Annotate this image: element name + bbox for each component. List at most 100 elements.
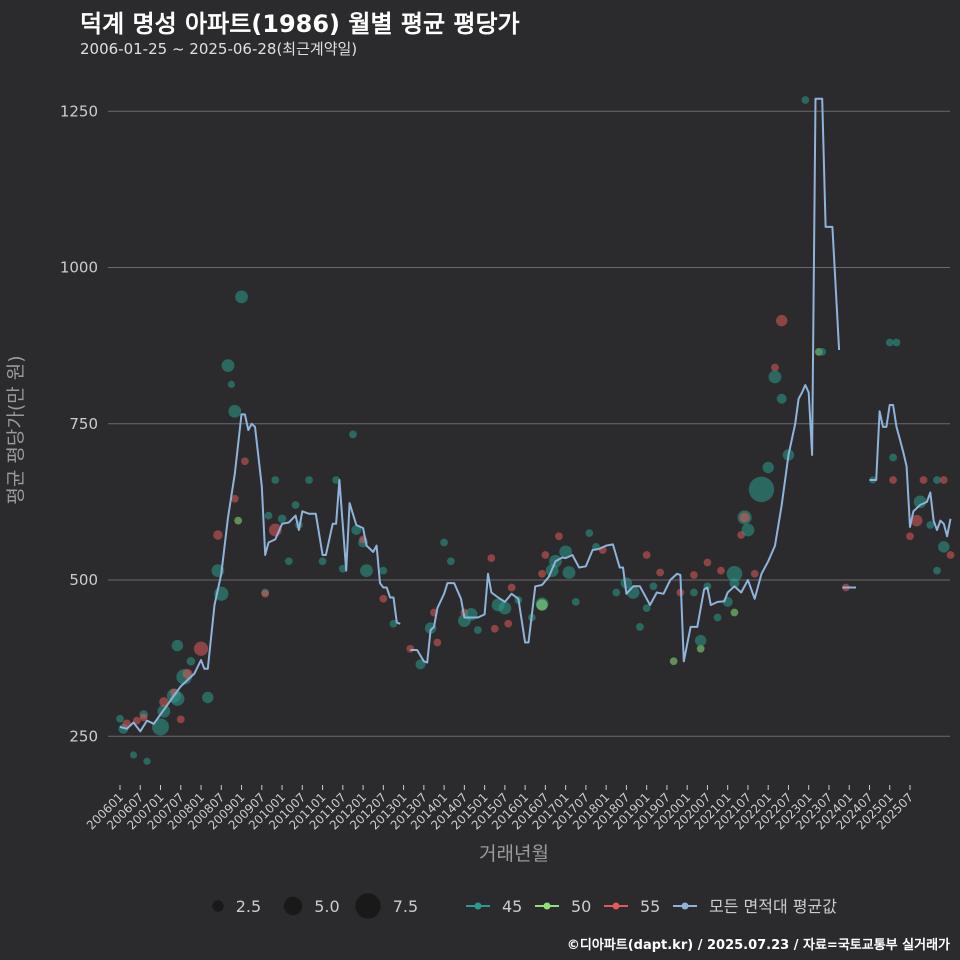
legend-size-label: 7.5	[393, 897, 418, 916]
data-point-s45	[776, 393, 787, 404]
data-point-s45	[498, 601, 512, 615]
data-point-s45	[305, 476, 313, 484]
legend-series-dot	[543, 902, 551, 910]
data-point-s45	[152, 718, 170, 736]
data-point-s45	[129, 751, 138, 759]
data-point-s45	[612, 588, 621, 597]
data-point-s55	[261, 589, 270, 598]
data-point-s55	[911, 514, 923, 527]
data-point-s55	[776, 314, 788, 327]
data-point-s45	[571, 597, 580, 606]
data-point-s45	[649, 582, 658, 591]
data-point-s45	[291, 501, 300, 509]
data-point-s45	[318, 557, 327, 566]
data-point-s50	[669, 657, 678, 666]
data-point-s55	[739, 512, 750, 523]
legend-series-label: 55	[640, 897, 660, 916]
data-point-s55	[906, 532, 914, 541]
data-point-s55	[159, 697, 169, 707]
average-line-segment	[869, 404, 952, 538]
data-point-s50	[234, 516, 243, 525]
data-point-s55	[939, 476, 948, 484]
data-point-s45	[264, 511, 273, 520]
data-point-s55	[490, 624, 499, 633]
data-point-s45	[636, 622, 644, 631]
legend-size-marker	[355, 893, 381, 919]
data-point-s45	[338, 564, 347, 573]
data-point-s55	[771, 363, 779, 372]
legend-series-label: 45	[502, 897, 522, 916]
legend-series-dot	[681, 902, 689, 910]
data-point-s55	[213, 530, 223, 540]
data-point-s45	[351, 525, 362, 535]
y-tick-label: 1000	[60, 259, 98, 277]
data-point-s45	[913, 495, 927, 509]
data-point-s55	[717, 566, 725, 575]
data-point-s45	[585, 529, 594, 538]
data-point-s45	[227, 380, 236, 388]
scatter-points	[116, 96, 955, 765]
data-point-s45	[271, 476, 280, 484]
y-tick-label: 750	[69, 415, 98, 433]
data-point-s55	[379, 594, 388, 603]
data-point-s45	[933, 476, 941, 484]
data-point-s45	[202, 691, 214, 704]
data-point-s45	[801, 96, 810, 104]
data-point-s45	[889, 453, 897, 462]
data-point-s45	[186, 656, 196, 666]
data-point-s55	[889, 476, 897, 484]
data-point-s45	[694, 634, 707, 647]
data-point-s45	[741, 523, 755, 537]
legend-series-dot	[474, 902, 482, 910]
data-point-s45	[726, 565, 743, 582]
data-point-s45	[642, 604, 651, 613]
data-point-s55	[139, 713, 148, 722]
data-point-s55	[750, 569, 759, 578]
data-point-s45	[277, 514, 287, 524]
data-point-s45	[892, 338, 901, 347]
source-caption: ©디아파트(dapt.kr) / 2025.07.23 / 자료=국토교통부 실…	[566, 938, 950, 953]
chart-title: 덕계 명성 아파트(1986) 월별 평균 평당가	[80, 10, 520, 38]
x-axis: 2006012006072007012007072008012008072009…	[84, 785, 916, 833]
data-point-s55	[555, 532, 563, 541]
data-point-s50	[730, 608, 739, 617]
y-tick-label: 500	[69, 571, 98, 589]
data-point-s45	[748, 476, 775, 503]
data-point-s45	[379, 566, 388, 575]
data-point-s55	[230, 494, 239, 503]
data-point-s55	[193, 641, 209, 656]
data-point-s55	[241, 457, 249, 466]
data-point-s45	[933, 566, 941, 575]
data-point-s45	[938, 541, 950, 553]
data-point-s55	[507, 583, 516, 592]
legend: 2.5 5.0 7.5 45 50 55 모든 면적대 평균값	[212, 893, 837, 919]
data-point-s45	[143, 757, 151, 765]
data-point-s45	[360, 564, 373, 578]
data-point-s55	[946, 551, 955, 559]
y-axis-title: 평균 평당가(만 원)	[5, 355, 27, 504]
legend-series-dot	[612, 902, 620, 910]
legend-series-label: 50	[571, 897, 591, 916]
x-axis-title: 거래년월	[479, 843, 549, 865]
data-point-s55	[541, 551, 550, 559]
data-point-s45	[690, 588, 698, 597]
data-point-s45	[415, 659, 426, 670]
data-point-s50	[536, 599, 548, 611]
data-point-s55	[656, 568, 665, 577]
average-line-segment	[410, 97, 841, 664]
data-point-s55	[642, 551, 651, 559]
data-point-s45	[818, 347, 827, 356]
data-point-s45	[562, 566, 576, 579]
data-point-s45	[221, 359, 235, 373]
data-point-s55	[182, 668, 193, 679]
y-tick-label: 1250	[60, 102, 98, 120]
data-point-s45	[228, 404, 242, 418]
legend-size-label: 5.0	[314, 897, 339, 916]
data-point-s45	[389, 619, 398, 628]
data-point-s55	[133, 716, 141, 725]
data-point-s45	[284, 557, 293, 566]
data-point-s45	[926, 521, 935, 529]
data-point-s45	[713, 613, 722, 622]
grid-lines	[108, 110, 950, 737]
